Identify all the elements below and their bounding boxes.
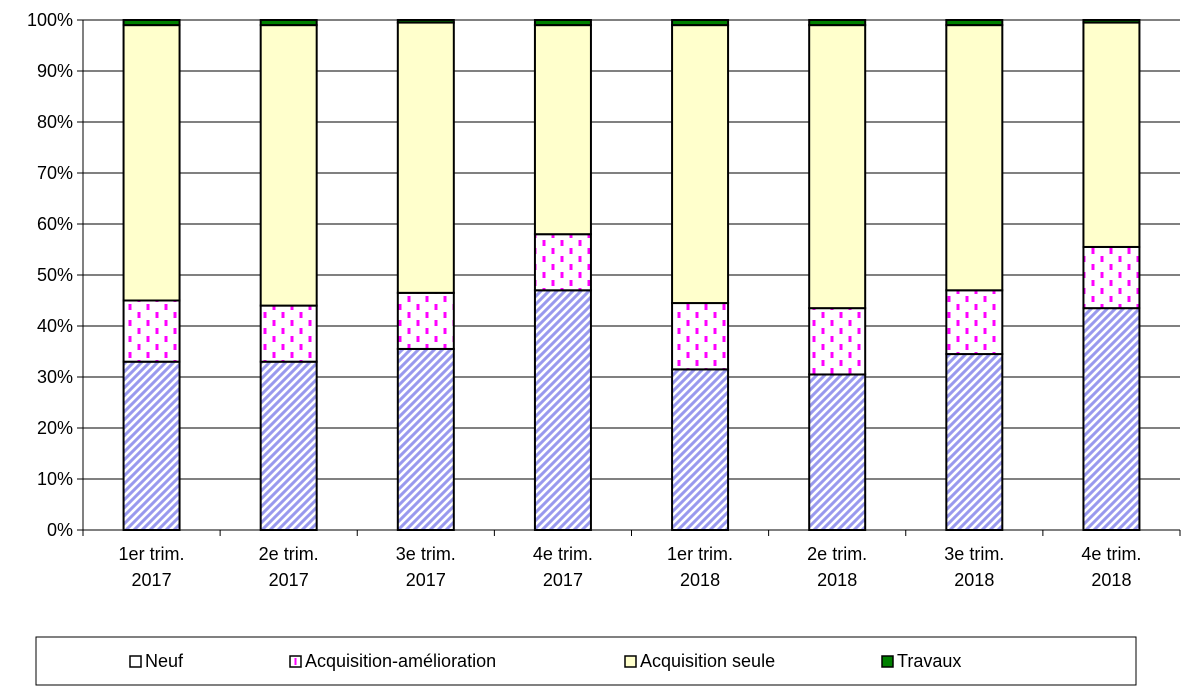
bar-segment-travaux xyxy=(533,19,592,27)
y-tick-label: 20% xyxy=(37,418,73,438)
y-tick-label: 50% xyxy=(37,265,73,285)
x-tick-label: 2e trim. xyxy=(259,544,319,564)
y-tick-label: 100% xyxy=(27,10,73,30)
bar-segment-acquisition-seule xyxy=(945,24,1004,292)
x-tick-label: 2e trim. xyxy=(807,544,867,564)
bar-segment-neuf xyxy=(1082,307,1141,531)
bar-segment-neuf xyxy=(808,373,867,532)
legend-label: Travaux xyxy=(897,651,961,671)
x-tick-label: 2017 xyxy=(406,570,446,590)
x-tick-label: 3e trim. xyxy=(396,544,456,564)
bar-segment-acquisition-am-lioration xyxy=(1082,245,1141,310)
bar-segment-neuf xyxy=(533,289,592,531)
legend-label: Neuf xyxy=(145,651,184,671)
x-tick-label: 2018 xyxy=(680,570,720,590)
bar-segment-acquisition-am-lioration xyxy=(259,304,318,363)
bar-segment-acquisition-seule xyxy=(122,24,181,302)
y-tick-label: 70% xyxy=(37,163,73,183)
bar-segment-neuf xyxy=(396,347,455,532)
legend-swatch xyxy=(624,655,637,668)
bar-segment-acquisition-am-lioration xyxy=(808,307,867,376)
bar-segment-travaux xyxy=(396,19,455,24)
bar-segment-neuf xyxy=(671,368,730,531)
x-axis: 1er trim. 2017 2e trim. 2017 3e trim. 2017 4e … xyxy=(82,529,1181,590)
bar-segment-acquisition-am-lioration xyxy=(533,233,592,292)
x-tick-label: 3e trim. xyxy=(944,544,1004,564)
bar-segment-travaux xyxy=(671,19,730,27)
legend-swatch xyxy=(881,655,894,668)
x-tick-label: 2017 xyxy=(132,570,172,590)
bar-segment-travaux xyxy=(122,19,181,27)
bar-segment-acquisition-seule xyxy=(671,24,730,305)
y-tick-label: 40% xyxy=(37,316,73,336)
legend-label: Acquisition seule xyxy=(640,651,775,671)
y-tick-label: 90% xyxy=(37,61,73,81)
bar-segment-travaux xyxy=(1082,19,1141,24)
x-tick-label: 2017 xyxy=(269,570,309,590)
bar-segment-acquisition-seule xyxy=(808,24,867,310)
bar-segment-neuf xyxy=(122,360,181,532)
y-tick-label: 80% xyxy=(37,112,73,132)
x-tick-label: 2017 xyxy=(543,570,583,590)
x-tick-label: 2018 xyxy=(817,570,857,590)
bar-segment-acquisition-am-lioration xyxy=(122,299,181,363)
bar-segment-acquisition-am-lioration xyxy=(945,289,1004,356)
bar-segment-travaux xyxy=(808,19,867,27)
legend: Neuf Acquisition-amélioration Acquisition … xyxy=(35,636,1137,686)
bar-segment-travaux xyxy=(259,19,318,27)
x-tick-label: 4e trim. xyxy=(533,544,593,564)
bar-segment-travaux xyxy=(945,19,1004,27)
x-tick-label: 1er trim. xyxy=(119,544,185,564)
x-tick-label: 4e trim. xyxy=(1081,544,1141,564)
bar-segment-neuf xyxy=(945,353,1004,531)
bar-segment-neuf xyxy=(259,360,318,532)
bar-segment-acquisition-seule xyxy=(259,24,318,307)
y-tick-label: 60% xyxy=(37,214,73,234)
x-tick-label: 1er trim. xyxy=(667,544,733,564)
bar-segment-acquisition-seule xyxy=(533,24,592,236)
legend-box xyxy=(35,636,1137,686)
gridlines xyxy=(83,19,1180,531)
y-tick-label: 10% xyxy=(37,469,73,489)
y-axis: 0% 10% 20% 30% 40% 50% 60% 70% 80% 90% 100% xyxy=(27,10,84,540)
x-tick-label: 2018 xyxy=(954,570,994,590)
legend-label: Acquisition-amélioration xyxy=(305,651,496,671)
bar-segment-acquisition-seule xyxy=(1082,21,1141,248)
bar-segment-acquisition-am-lioration xyxy=(671,302,730,371)
legend-swatch xyxy=(129,655,142,668)
bars xyxy=(122,19,1141,532)
y-tick-label: 30% xyxy=(37,367,73,387)
bar-segment-acquisition-seule xyxy=(396,21,455,294)
bar-segment-acquisition-am-lioration xyxy=(396,291,455,350)
x-tick-label: 2018 xyxy=(1091,570,1131,590)
y-tick-label: 0% xyxy=(47,520,73,540)
